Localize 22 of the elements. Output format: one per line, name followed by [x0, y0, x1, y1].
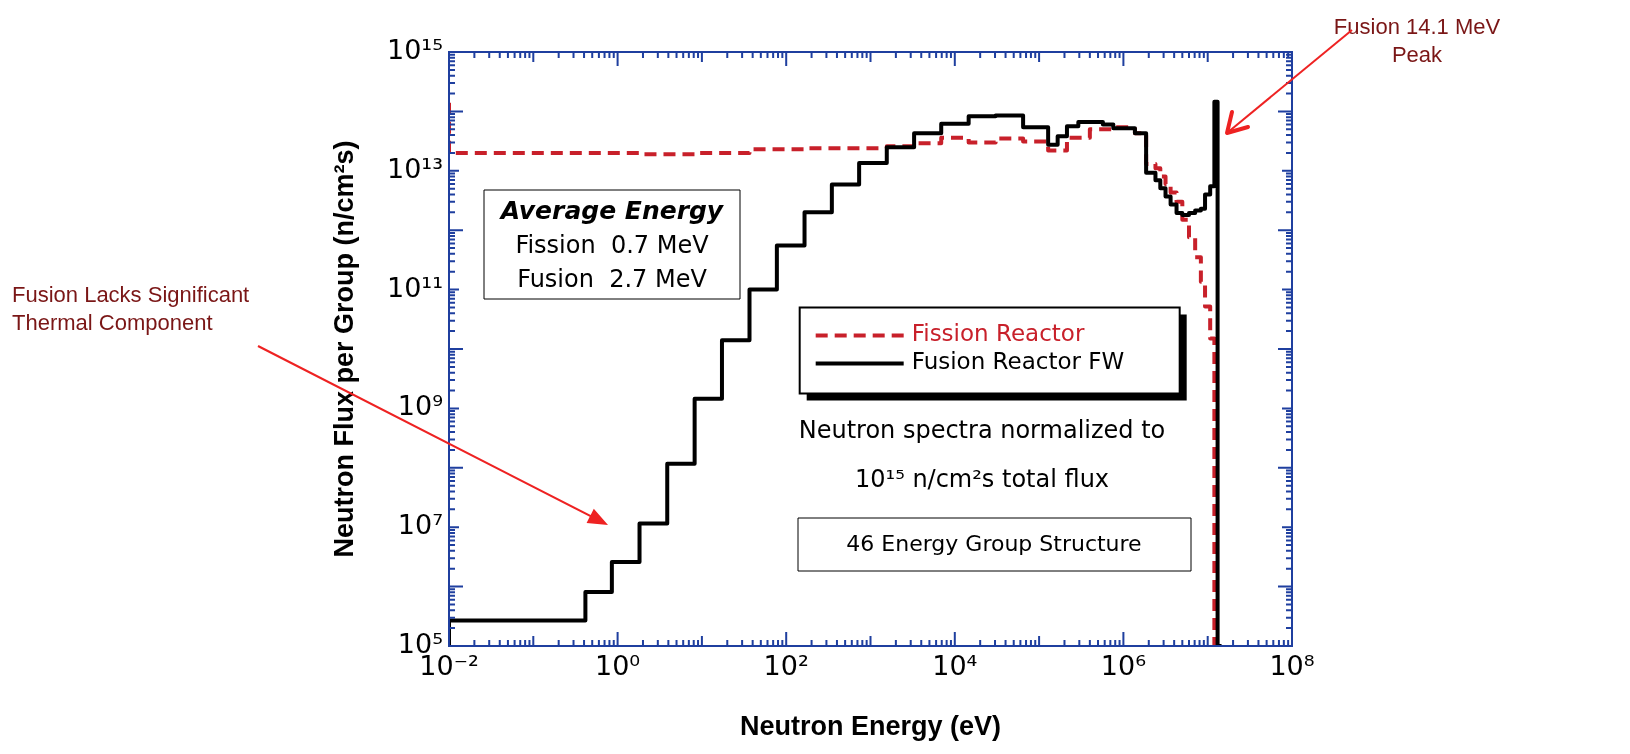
- annotation: 10¹⁵ n/cm²s total flux: [854, 465, 1110, 494]
- legend-label: Fusion Reactor FW: [911, 348, 1125, 375]
- text: Fusion 14.1 MeV Peak: [1333, 14, 1501, 68]
- text: Fusion Lacks Significant Thermal Component: [12, 282, 250, 336]
- y-axis-title: Neutron Flux per Group (n/cm²s): [328, 140, 359, 558]
- x-tick-label: 10⁰: [595, 650, 641, 682]
- x-tick-label: 10⁸: [1269, 650, 1315, 682]
- y-tick-label: 10¹⁵: [386, 34, 443, 66]
- x-tick-label: 10²: [763, 650, 809, 682]
- annotation: Neutron spectra normalized to: [798, 416, 1166, 445]
- x-tick-label: 10⁴: [932, 650, 978, 682]
- y-tick-label: 10⁹: [397, 390, 443, 422]
- annotation: Fusion 2.7 MeV: [517, 265, 708, 294]
- x-tick-label: 10⁶: [1100, 650, 1146, 682]
- annotation: Average Energy: [498, 195, 725, 225]
- y-tick-label: 10¹³: [386, 152, 443, 184]
- y-tick-label: 10⁷: [397, 509, 443, 541]
- y-tick-label: 10¹¹: [386, 271, 443, 303]
- x-axis-title: Neutron Energy (eV): [739, 711, 1002, 742]
- annotation: Fission 0.7 MeV: [515, 231, 710, 260]
- legend-label: Fission Reactor: [911, 320, 1085, 347]
- annotation: 46 Energy Group Structure: [846, 530, 1142, 556]
